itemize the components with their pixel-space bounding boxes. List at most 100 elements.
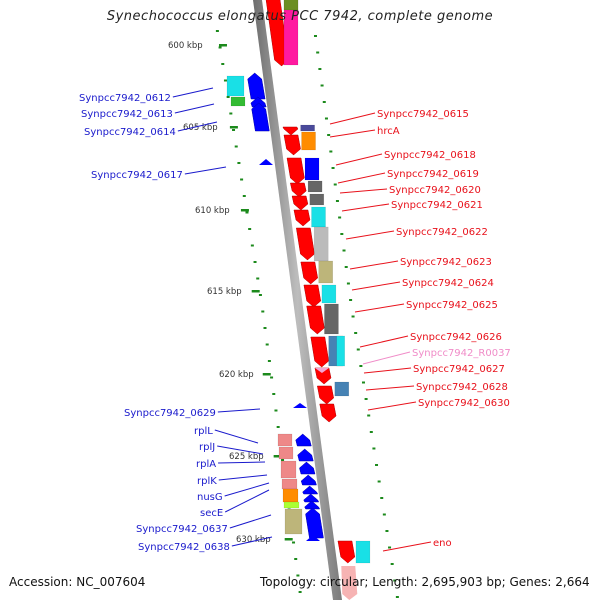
kbp-label: 600 kbp <box>168 41 203 51</box>
tick-mark <box>340 233 344 235</box>
reverse-gene-arrow <box>300 474 317 486</box>
tick-mark <box>248 228 252 230</box>
tick-mark <box>274 409 278 412</box>
gene-label-reverse: secE <box>200 508 223 519</box>
gene-label-reverse: Synpcc7942_0617 <box>91 170 183 181</box>
forward-gene-arrow <box>282 126 299 136</box>
cog-box <box>324 303 339 335</box>
reverse-gene-arrow <box>305 507 324 539</box>
forward-gene-arrow <box>291 195 309 211</box>
gene-label-forward: Synpcc7942_0626 <box>410 332 502 343</box>
tick-mark <box>375 464 379 466</box>
cog-box <box>313 226 329 262</box>
major-tick <box>218 44 227 47</box>
tick-mark <box>359 365 363 367</box>
major-tick <box>251 290 260 293</box>
tick-mark <box>393 579 397 582</box>
gene-label-forward: Synpcc7942_0624 <box>402 278 494 289</box>
gene-label-forward: Synpcc7942_0621 <box>391 200 483 211</box>
tick-mark <box>218 46 222 49</box>
gene-label-reverse: rplK <box>197 476 217 487</box>
leader-line <box>231 536 273 547</box>
tick-mark <box>294 558 298 560</box>
kbp-label: 605 kbp <box>183 123 218 133</box>
gene-label-forward: eno <box>433 538 452 549</box>
cog-box <box>311 206 326 228</box>
leader-line <box>218 461 266 464</box>
tick-mark <box>263 327 267 329</box>
forward-gene-arrow <box>300 261 318 285</box>
cog-box <box>300 124 315 132</box>
major-tick <box>262 373 271 376</box>
tick-mark <box>229 112 233 115</box>
kbp-label: 615 kbp <box>207 287 242 297</box>
leader-line <box>229 514 272 529</box>
leader-line <box>224 489 270 513</box>
leader-line <box>217 408 261 413</box>
forward-gene-arrow <box>319 403 337 423</box>
tick-mark <box>215 30 219 32</box>
genome-backbone <box>253 0 342 600</box>
map-title: Synechococcus elongatus PCC 7942, comple… <box>106 9 494 24</box>
leader-line <box>382 541 432 552</box>
gene-label-reverse: Synpcc7942_0614 <box>84 127 176 138</box>
leader-line <box>359 335 409 348</box>
reverse-gene-arrow <box>302 485 319 495</box>
tick-mark <box>377 480 381 483</box>
tick-mark <box>380 497 384 499</box>
cog-box <box>284 508 303 535</box>
tick-mark <box>338 216 342 219</box>
forward-gene-arrow <box>290 182 307 198</box>
leader-line <box>354 303 405 313</box>
forward-gene-arrow <box>296 227 315 261</box>
leader-line <box>335 153 383 166</box>
tick-mark <box>253 261 257 263</box>
tick-mark <box>342 249 346 252</box>
gene-label-forward: Synpcc7942_0630 <box>418 398 510 409</box>
leader-line <box>341 203 390 212</box>
cog-box <box>278 446 294 460</box>
tick-mark <box>292 541 296 544</box>
reverse-gene-arrow <box>306 535 320 541</box>
leader-line <box>177 121 218 132</box>
leader-line <box>362 351 411 365</box>
tick-mark <box>382 513 386 516</box>
gene-label-forward: Synpcc7942_0622 <box>396 227 488 238</box>
tick-mark <box>346 282 350 285</box>
leader-line <box>217 445 264 455</box>
kbp-label: 625 kbp <box>229 452 264 462</box>
reverse-gene-arrow <box>303 493 320 503</box>
tick-mark <box>333 183 337 186</box>
reverse-gene-arrow <box>297 448 314 462</box>
forward-gene-arrow <box>306 305 325 335</box>
forward-gene-arrow <box>337 540 356 564</box>
cog-box <box>355 540 371 564</box>
tick-mark <box>329 150 333 153</box>
tick-mark <box>385 530 389 532</box>
leader-line <box>349 260 399 270</box>
gene-label-forward: hrcA <box>377 126 400 137</box>
tick-mark <box>344 266 348 268</box>
leader-line <box>339 188 388 194</box>
genome-summary: Topology: circular; Length: 2,695,903 bp… <box>260 575 590 589</box>
tick-mark <box>322 101 326 103</box>
gene-label-reverse: rplA <box>196 459 216 470</box>
tick-mark <box>367 414 371 417</box>
forward-gene-arrow <box>310 336 329 368</box>
cog-box <box>283 501 300 509</box>
tick-mark <box>364 398 368 400</box>
reverse-gene-arrow <box>247 72 266 100</box>
tick-mark <box>226 96 230 98</box>
tick-mark <box>221 63 225 65</box>
forward-gene-arrow <box>303 284 322 308</box>
tick-mark <box>327 134 331 136</box>
gene-label-forward: Synpcc7942_0620 <box>389 185 481 196</box>
tick-mark <box>316 51 320 54</box>
leader-line <box>218 474 268 481</box>
tick-mark <box>388 546 392 549</box>
tick-mark <box>245 211 249 214</box>
tick-mark <box>232 129 236 131</box>
kbp-label: 610 kbp <box>195 206 230 216</box>
tick-mark <box>390 563 394 565</box>
